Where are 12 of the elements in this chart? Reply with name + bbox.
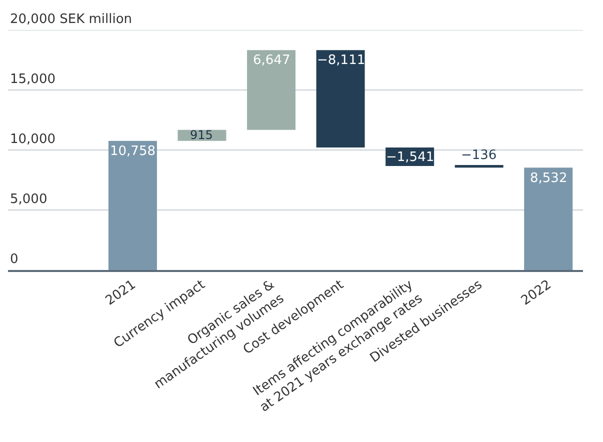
data-label: 6,647 bbox=[253, 53, 290, 68]
y-tick-label: 10,000 bbox=[10, 132, 56, 147]
data-label: 915 bbox=[190, 128, 213, 142]
y-tick-label: 0 bbox=[10, 252, 18, 267]
y-tick-label: 20,000 SEK million bbox=[10, 12, 132, 27]
data-label: 10,758 bbox=[110, 144, 156, 159]
y-tick-label: 5,000 bbox=[10, 192, 48, 207]
data-label: 8,532 bbox=[530, 171, 568, 186]
data-label: −8,111 bbox=[317, 53, 366, 68]
data-label: −1,541 bbox=[386, 150, 434, 165]
data-label: −136 bbox=[461, 148, 497, 163]
y-tick-label: 15,000 bbox=[10, 72, 56, 87]
